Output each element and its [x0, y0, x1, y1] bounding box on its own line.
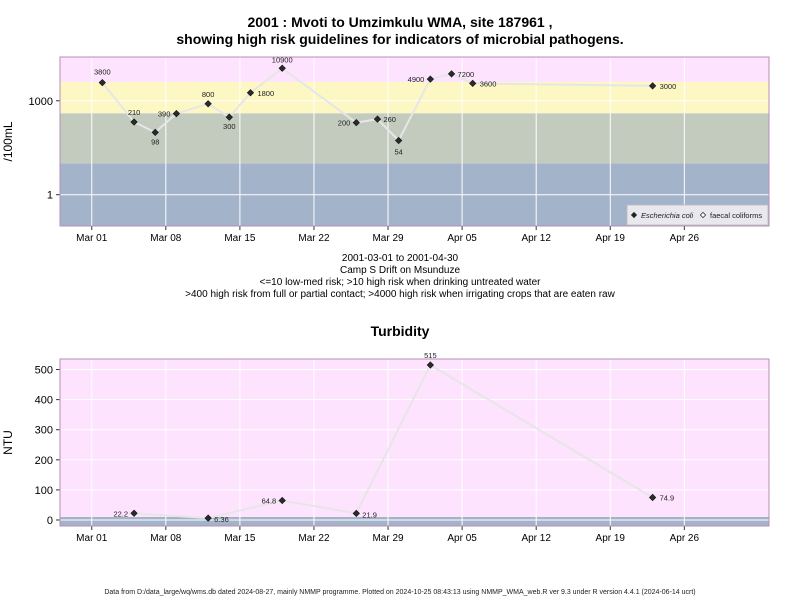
data-point — [352, 119, 360, 127]
legend-box — [626, 204, 769, 226]
y-axis-label: /100mL — [1, 121, 15, 161]
data-label: 200 — [338, 119, 351, 128]
data-point — [447, 70, 456, 78]
ecoli-legend-marker — [630, 211, 638, 219]
data-label: 390 — [158, 110, 171, 119]
data-label: 10900 — [272, 55, 293, 64]
y-tick-label: 300 — [35, 425, 53, 437]
x-tick-label: Mar 22 — [298, 533, 330, 544]
data-point — [426, 361, 434, 369]
x-tick-label: Mar 01 — [76, 533, 108, 544]
data-point — [395, 136, 403, 145]
data-label: 210 — [128, 108, 141, 117]
data-label: 3600 — [480, 79, 497, 88]
data-label: 300 — [223, 122, 236, 131]
faecal-coliforms-legend-label: faecal coliforms — [710, 211, 762, 220]
data-point — [352, 509, 360, 518]
data-point — [648, 82, 657, 90]
plot-border — [59, 358, 770, 527]
data-point — [172, 109, 181, 118]
y-tick-label: 1000 — [29, 96, 53, 108]
turbidity-chart: Mar 01 Mar 08 Mar 15 Mar 22 Mar 29 Apr 05 Apr … — [1, 351, 770, 544]
data-label: 6.36 — [214, 515, 229, 524]
x-tick-label: Mar 22 — [298, 233, 330, 244]
y-axis-label: NTU — [1, 430, 15, 455]
data-label: 98 — [151, 137, 159, 146]
x-tick-label: Mar 08 — [150, 233, 182, 244]
risk-band-1 — [60, 113, 769, 164]
data-point — [278, 64, 286, 72]
data-label: 800 — [202, 90, 215, 99]
data-point — [246, 89, 255, 97]
faecal-coliforms-legend-marker — [699, 211, 707, 219]
site-caption: Camp S Drift on Msunduze — [339, 265, 461, 276]
data-label: 54 — [394, 147, 402, 156]
risk-note-contact: >400 high risk from full or partial cont… — [185, 289, 615, 300]
x-tick-label: Apr 12 — [521, 533, 551, 544]
data-source-footer: Data from D:/data_large/wq/wms.db dated … — [104, 589, 696, 596]
risk-band-0 — [60, 516, 769, 526]
x-tick-label: Mar 01 — [76, 233, 108, 244]
x-tick-label: Apr 26 — [670, 233, 700, 244]
x-tick-label: Mar 29 — [372, 533, 404, 544]
data-label: 22.2 — [113, 509, 128, 518]
x-tick-label: Mar 08 — [150, 533, 182, 544]
data-point — [469, 79, 477, 87]
date-range-caption: 2001-03-01 to 2001-04-30 — [341, 253, 459, 264]
risk-band-3 — [60, 57, 769, 82]
x-tick-label: Apr 05 — [447, 533, 477, 544]
series-line — [134, 363, 654, 520]
data-label: 515 — [424, 351, 437, 360]
y-tick-label: 400 — [35, 395, 53, 407]
microbial-chart: Mar 01 Mar 08 Mar 15 Mar 22 Mar 29 Apr 05 Apr … — [1, 55, 770, 244]
data-label: 1800 — [257, 89, 274, 98]
data-label: 64.8 — [262, 496, 277, 505]
turbidity-chart-title: Turbidity — [370, 323, 430, 339]
y-tick-label: 500 — [35, 365, 53, 377]
ecoli-legend-label: Escherichia coli — [641, 211, 693, 220]
x-tick-label: Apr 05 — [447, 233, 477, 244]
x-tick-label: Apr 19 — [596, 533, 626, 544]
y-tick-label: 200 — [35, 455, 53, 467]
data-point — [204, 100, 212, 108]
x-tick-label: Apr 19 — [596, 233, 626, 244]
risk-note-drinking: <=10 low-med risk; >10 high risk when dr… — [259, 277, 541, 288]
y-tick-label: 1 — [47, 190, 53, 202]
data-label: 3000 — [660, 82, 677, 91]
chart-title-line1: 2001 : Mvoti to Umzimkulu WMA, site 1879… — [247, 14, 553, 30]
x-tick-label: Mar 15 — [224, 233, 256, 244]
data-point — [130, 118, 138, 126]
data-label: 3800 — [94, 68, 111, 77]
x-tick-label: Apr 12 — [521, 233, 551, 244]
x-tick-label: Mar 15 — [224, 533, 256, 544]
data-point — [204, 514, 212, 522]
x-tick-label: Mar 29 — [372, 233, 404, 244]
data-point — [426, 75, 434, 83]
y-tick-label: 100 — [35, 485, 53, 497]
data-point — [151, 128, 159, 136]
data-label: 260 — [383, 115, 396, 124]
data-label: 4900 — [408, 75, 425, 84]
data-label: 7200 — [458, 70, 475, 79]
data-point — [225, 113, 233, 121]
y-tick-label: 0 — [47, 515, 53, 527]
data-label: 21.9 — [362, 510, 377, 519]
data-point — [373, 115, 382, 123]
data-point — [98, 78, 106, 87]
x-tick-label: Apr 26 — [670, 533, 700, 544]
data-label: 74.9 — [660, 493, 675, 502]
data-point — [278, 496, 286, 505]
data-point — [130, 509, 138, 517]
data-point — [648, 493, 657, 502]
chart-title-line2: showing high risk guidelines for indicat… — [176, 31, 624, 47]
risk-band-1 — [60, 359, 769, 517]
plot-border — [59, 56, 770, 227]
